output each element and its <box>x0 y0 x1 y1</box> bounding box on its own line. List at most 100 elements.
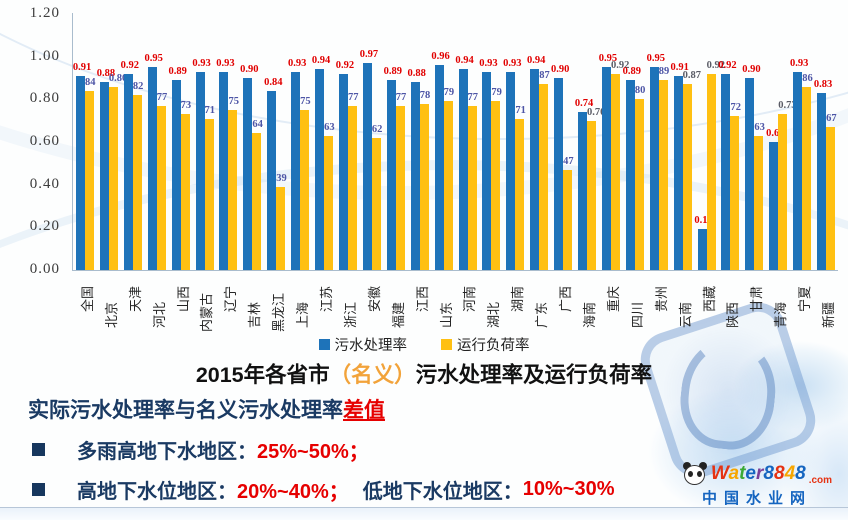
bullet2-label: 高地下水位地区： <box>77 481 237 503</box>
bar-group: 0.95 0.92 <box>599 14 629 270</box>
bar-value-label: 64 <box>252 119 263 130</box>
brand-letter: t <box>739 463 746 484</box>
bar-treatment-rate <box>99 82 109 270</box>
bar-value-label: 0.87 <box>682 70 702 81</box>
bar-load-rate <box>347 106 357 270</box>
brand-letter: e <box>745 463 756 484</box>
bar-value-label: 77 <box>156 92 168 103</box>
x-axis-label-cell: 湖北 <box>479 272 503 336</box>
x-axis-label-cell: 贵州 <box>647 272 671 336</box>
x-axis-label: 北京 <box>103 301 119 328</box>
bar-load-rate <box>467 106 477 270</box>
x-axis-label-cell: 上海 <box>288 272 312 336</box>
bar-value-label: 72 <box>730 102 741 113</box>
bar-group: 0.19 0.92 <box>694 14 725 270</box>
x-axis-label: 河南 <box>462 285 478 312</box>
bar-treatment-rate <box>458 69 468 270</box>
x-axis-label: 西藏 <box>701 285 717 312</box>
slide-bottom-border <box>0 507 848 520</box>
bar-load-rate <box>85 91 94 270</box>
bar-load-rate <box>276 187 286 270</box>
bar-treatment-rate <box>649 67 659 270</box>
bar-treatment-rate <box>338 74 348 270</box>
x-axis-label: 江苏 <box>319 285 335 312</box>
notes-heading-diff: 差值 <box>343 399 385 422</box>
x-axis-label: 吉林 <box>247 301 263 328</box>
x-axis-label: 浙江 <box>342 301 358 328</box>
x-axis-label-cell: 安徽 <box>360 272 384 336</box>
bar-value-label: 0.91 <box>72 62 92 73</box>
bar-value-label: 0.90 <box>240 64 259 75</box>
x-axis-label: 山西 <box>175 285 191 312</box>
bar-value-label: 0.90 <box>550 64 570 75</box>
bar-load-rate <box>371 138 381 270</box>
chart-title-highlight: （名义） <box>329 363 416 387</box>
bar-value-label: 0.95 <box>646 53 665 64</box>
bar-value-label: 71 <box>515 105 526 116</box>
bar-load-rate <box>228 110 238 270</box>
bar-treatment-rate <box>76 76 85 270</box>
bar-treatment-rate <box>195 72 205 270</box>
brand-letter: W <box>710 463 729 484</box>
bar-treatment-rate <box>123 74 133 270</box>
bar-load-rate <box>132 95 142 270</box>
bar-value-label: 0.91 <box>670 62 689 73</box>
y-axis-tick: 0.60 <box>29 133 60 149</box>
bar-treatment-rate <box>434 65 444 270</box>
bar-load-rate <box>563 170 573 270</box>
bar-group: 0.94 63 <box>312 14 336 270</box>
bar-value-label: 84 <box>85 77 96 88</box>
legend-label-series1: 污水处理率 <box>334 338 408 354</box>
bar-treatment-rate <box>291 72 301 270</box>
bar-treatment-rate <box>769 142 779 270</box>
bar-value-label: 0.92 <box>718 60 737 71</box>
legend-item-series2: 运行负荷率 <box>441 334 530 355</box>
x-axis-label: 青海 <box>773 301 789 328</box>
bar-group: 0.89 80 <box>623 14 647 270</box>
x-axis-label: 陕西 <box>725 301 741 328</box>
bar-load-rate <box>419 104 429 270</box>
bar-treatment-rate <box>171 80 181 270</box>
y-axis-tick: 0.20 <box>29 218 60 235</box>
bar-treatment-rate <box>482 72 492 270</box>
bar-group: 0.92 72 <box>718 14 742 270</box>
bar-value-label: 86 <box>802 73 813 84</box>
x-axis-label: 广西 <box>558 285 574 312</box>
bar-value-label: 89 <box>658 66 670 77</box>
bar-value-label: 0.88 <box>96 68 116 79</box>
x-axis-label-cell: 内蒙古 <box>193 272 217 336</box>
bar-group: 0.89 73 <box>168 14 193 270</box>
bar-group: 0.95 89 <box>647 14 671 270</box>
bar-value-label: 0.96 <box>431 51 450 62</box>
bar-value-label: 0.93 <box>503 58 522 69</box>
x-axis-line <box>72 270 838 271</box>
x-axis-label: 甘肃 <box>749 285 765 312</box>
bar-group: 0.93 86 <box>790 14 814 270</box>
x-axis-label-cell: 青海 <box>766 272 790 336</box>
watermark-brand: Water8848 <box>711 463 806 485</box>
x-axis-label-cell: 北京 <box>97 272 121 336</box>
bar-group: 0.94 77 <box>455 14 480 270</box>
bar-group: 0.88 0.86 <box>97 14 127 270</box>
bar-group: 0.93 75 <box>288 14 312 270</box>
x-axis-label-cell: 河北 <box>145 272 169 336</box>
x-axis-label: 新疆 <box>821 301 837 328</box>
bar-load-rate <box>324 136 334 270</box>
bar-group: 0.94 87 <box>527 14 551 270</box>
bar-value-label: 39 <box>276 173 287 184</box>
bar-value-label: 0.86 <box>108 73 128 84</box>
bar-group: 0.92 82 <box>121 14 145 270</box>
bar-load-rate <box>802 87 812 270</box>
bar-value-label: 0.60 <box>766 128 785 139</box>
bullet-square-icon <box>32 443 45 456</box>
bar-value-label: 77 <box>467 92 479 103</box>
bar-load-rate <box>587 121 597 270</box>
x-axis-label-cell: 广西 <box>551 272 575 336</box>
x-axis-label-cell: 海南 <box>575 272 599 336</box>
bullet-square-icon <box>32 483 45 496</box>
bar-treatment-rate <box>315 69 325 270</box>
bullet2-label2: 低地下水位地区： <box>362 481 523 503</box>
bar-value-label: 82 <box>132 81 144 92</box>
legend-swatch-blue <box>318 339 330 350</box>
bar-value-label: 0.89 <box>383 66 402 77</box>
